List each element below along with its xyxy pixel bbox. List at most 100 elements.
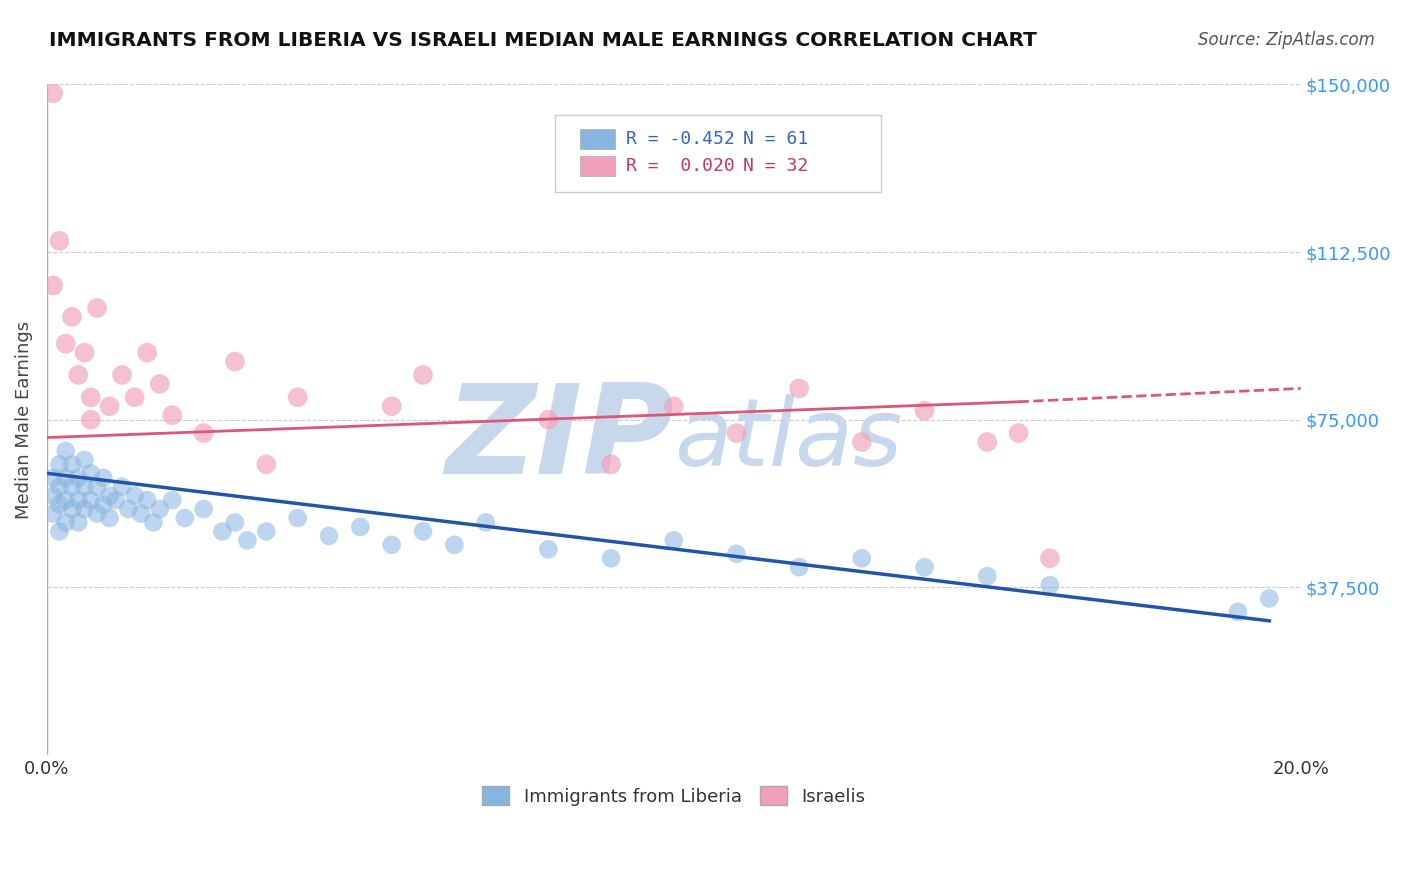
FancyBboxPatch shape [579, 156, 614, 177]
Point [129, 507, 152, 521]
Point [48, 498, 70, 512]
Point [1226, 605, 1249, 619]
Point [851, 435, 873, 450]
Point [381, 538, 404, 552]
Point [349, 520, 371, 534]
FancyBboxPatch shape [579, 129, 614, 150]
Point [162, 493, 184, 508]
Point [67, 368, 90, 382]
Point [86, 480, 108, 494]
Point [98, 489, 121, 503]
Text: N = 61: N = 61 [742, 129, 808, 148]
FancyBboxPatch shape [554, 114, 880, 192]
Point [136, 345, 159, 359]
Text: R = -0.452: R = -0.452 [626, 129, 735, 148]
Point [224, 516, 246, 530]
Point [412, 368, 434, 382]
Point [104, 493, 127, 508]
Point [117, 502, 139, 516]
Point [136, 493, 159, 508]
Point [55, 471, 77, 485]
Point [193, 426, 215, 441]
Point [42, 278, 65, 293]
Point [1007, 426, 1029, 441]
Point [976, 569, 998, 583]
Point [1039, 578, 1062, 592]
Point [142, 516, 165, 530]
Point [287, 511, 309, 525]
Point [80, 467, 103, 481]
Point [254, 458, 277, 472]
Point [73, 453, 96, 467]
Point [111, 368, 134, 382]
Point [1039, 551, 1062, 566]
Point [42, 87, 65, 101]
Point [124, 390, 146, 404]
Point [67, 516, 90, 530]
Point [48, 234, 70, 248]
Text: R =  0.020: R = 0.020 [626, 157, 735, 175]
Point [662, 533, 685, 548]
Point [211, 524, 233, 539]
Point [48, 524, 70, 539]
Point [600, 551, 623, 566]
Point [851, 551, 873, 566]
Point [91, 471, 114, 485]
Point [1258, 591, 1281, 606]
Point [55, 493, 77, 508]
Point [787, 381, 810, 395]
Point [73, 502, 96, 516]
Point [787, 560, 810, 574]
Point [60, 458, 83, 472]
Point [60, 480, 83, 494]
Point [91, 498, 114, 512]
Text: Source: ZipAtlas.com: Source: ZipAtlas.com [1198, 31, 1375, 49]
Point [60, 310, 83, 324]
Point [48, 458, 70, 472]
Point [98, 399, 121, 413]
Point [381, 399, 404, 413]
Point [55, 336, 77, 351]
Text: atlas: atlas [673, 394, 903, 485]
Point [48, 480, 70, 494]
Point [287, 390, 309, 404]
Point [80, 493, 103, 508]
Point [914, 560, 936, 574]
Point [914, 403, 936, 417]
Point [537, 412, 560, 426]
Point [662, 399, 685, 413]
Point [474, 516, 496, 530]
Point [318, 529, 340, 543]
Legend: Immigrants from Liberia, Israelis: Immigrants from Liberia, Israelis [475, 779, 873, 813]
Point [60, 502, 83, 516]
Point [173, 511, 195, 525]
Point [55, 516, 77, 530]
Point [98, 511, 121, 525]
Text: N = 32: N = 32 [742, 157, 808, 175]
Point [224, 354, 246, 368]
Y-axis label: Median Male Earnings: Median Male Earnings [15, 320, 32, 519]
Point [55, 444, 77, 458]
Text: ZIP: ZIP [446, 379, 673, 500]
Point [193, 502, 215, 516]
Point [67, 471, 90, 485]
Point [124, 489, 146, 503]
Point [80, 412, 103, 426]
Point [162, 408, 184, 422]
Point [86, 507, 108, 521]
Point [73, 480, 96, 494]
Point [149, 376, 172, 391]
Point [42, 507, 65, 521]
Point [725, 547, 748, 561]
Point [111, 480, 134, 494]
Point [254, 524, 277, 539]
Point [537, 542, 560, 557]
Point [725, 426, 748, 441]
Point [149, 502, 172, 516]
Point [976, 435, 998, 450]
Point [42, 471, 65, 485]
Point [600, 458, 623, 472]
Text: IMMIGRANTS FROM LIBERIA VS ISRAELI MEDIAN MALE EARNINGS CORRELATION CHART: IMMIGRANTS FROM LIBERIA VS ISRAELI MEDIA… [49, 31, 1038, 50]
Point [412, 524, 434, 539]
Point [80, 390, 103, 404]
